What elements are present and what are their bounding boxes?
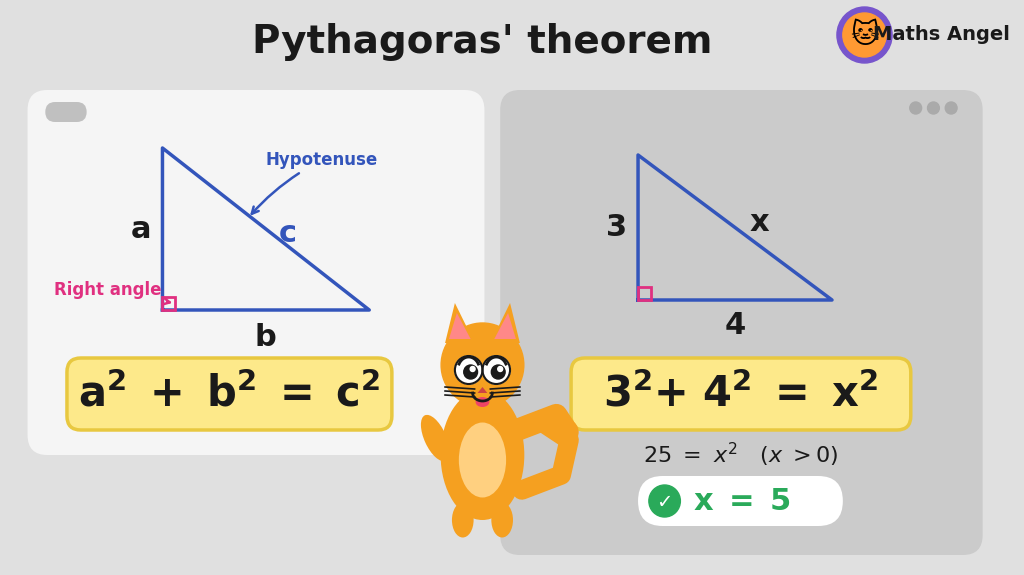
- Polygon shape: [490, 303, 520, 343]
- Text: $\mathbf{x\ =\ 5}$: $\mathbf{x\ =\ 5}$: [693, 486, 792, 516]
- Ellipse shape: [492, 503, 513, 538]
- Circle shape: [945, 102, 957, 114]
- Circle shape: [554, 420, 578, 444]
- Ellipse shape: [452, 503, 474, 538]
- Text: Pythagoras' theorem: Pythagoras' theorem: [252, 23, 713, 61]
- FancyBboxPatch shape: [28, 90, 484, 455]
- FancyBboxPatch shape: [45, 102, 87, 122]
- Text: 🐱: 🐱: [850, 21, 879, 49]
- Text: c: c: [279, 220, 297, 248]
- Circle shape: [492, 365, 505, 379]
- Circle shape: [470, 366, 475, 371]
- Circle shape: [649, 485, 680, 517]
- Text: $\mathbf{3}^{\mathbf{2}}\mathbf{+\ 4}^{\mathbf{2}}\ \mathbf{=\ x}^{\mathbf{2}}$: $\mathbf{3}^{\mathbf{2}}\mathbf{+\ 4}^{\…: [603, 373, 878, 415]
- Text: $\mathbf{a}^{\mathbf{2}}\mathbf{\ +\ b}^{\mathbf{2}}\mathbf{\ =\ c}^{\mathbf{2}}: $\mathbf{a}^{\mathbf{2}}\mathbf{\ +\ b}^…: [78, 373, 381, 415]
- Text: $25\ =\ x^2\ \ \ (x\ >0)$: $25\ =\ x^2\ \ \ (x\ >0)$: [643, 441, 839, 469]
- FancyBboxPatch shape: [500, 90, 983, 555]
- FancyBboxPatch shape: [638, 476, 843, 526]
- Polygon shape: [495, 313, 516, 339]
- Circle shape: [482, 356, 510, 384]
- Ellipse shape: [475, 397, 489, 407]
- FancyBboxPatch shape: [571, 358, 910, 430]
- Circle shape: [441, 323, 524, 407]
- Circle shape: [837, 7, 892, 63]
- Text: b: b: [255, 324, 276, 352]
- Circle shape: [928, 102, 939, 114]
- Circle shape: [464, 365, 477, 379]
- Polygon shape: [477, 387, 487, 393]
- Text: Hypotenuse: Hypotenuse: [252, 151, 378, 214]
- Polygon shape: [445, 303, 474, 343]
- Circle shape: [498, 366, 503, 371]
- Circle shape: [909, 102, 922, 114]
- Ellipse shape: [459, 423, 506, 497]
- Text: 4: 4: [724, 312, 745, 340]
- Text: Maths Angel: Maths Angel: [872, 25, 1010, 44]
- Text: x: x: [750, 208, 769, 237]
- Text: 3: 3: [606, 213, 627, 242]
- Circle shape: [455, 356, 482, 384]
- Ellipse shape: [421, 415, 450, 461]
- Text: ✓: ✓: [656, 493, 673, 512]
- Ellipse shape: [440, 390, 524, 520]
- Text: Right angle: Right angle: [54, 281, 170, 304]
- Polygon shape: [449, 313, 471, 339]
- Text: a: a: [130, 214, 152, 243]
- Circle shape: [843, 13, 886, 57]
- FancyBboxPatch shape: [67, 358, 392, 430]
